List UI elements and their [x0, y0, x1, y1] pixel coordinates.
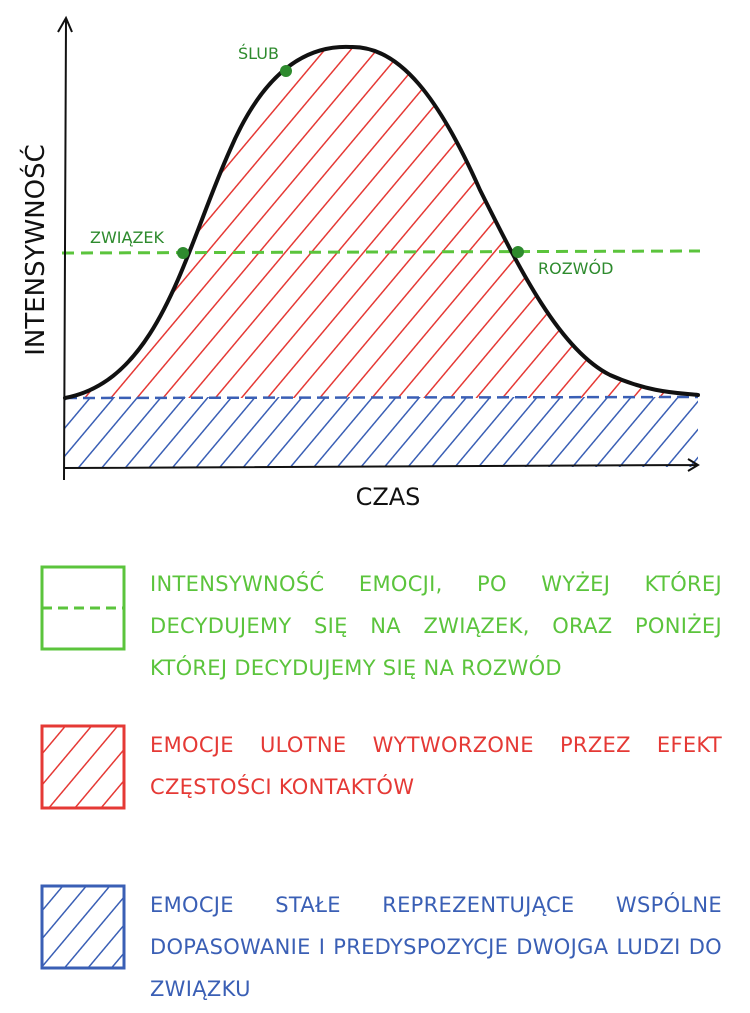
relationship-label: ZWIĄZEK [90, 228, 165, 247]
x-axis [63, 458, 700, 472]
permanent-swatch [40, 884, 126, 970]
y-axis [57, 15, 73, 481]
intensity-curve [63, 44, 700, 400]
wedding-point [280, 65, 292, 77]
x-axis-label: CZAS [356, 483, 421, 511]
y-axis-label: INTENSYWNOŚĆ [19, 144, 51, 356]
transient-emotions-area [65, 46, 698, 398]
divorce-point [512, 246, 524, 258]
threshold-description: INTENSYWNOŚĆ EMOCJI, PO WYŻEJ KTÓREJ DEC… [150, 572, 722, 680]
emotion-intensity-diagram: INTENSYWNOŚĆ CZAS ZWIĄZEK ŚLUB ROZWÓD [19, 15, 701, 511]
threshold-dashed-line [61, 249, 701, 255]
wedding-label: ŚLUB [238, 44, 279, 63]
permanent-emotions-area [65, 397, 698, 467]
threshold-swatch [40, 565, 126, 651]
relationship-point [177, 247, 189, 259]
divorce-label: ROZWÓD [538, 259, 613, 278]
permanent-description: EMOCJE STAŁE REPREZENTUJĄCE WSPÓLNE DOPA… [150, 893, 722, 1001]
permanent-emotions-top-line [64, 395, 699, 400]
transient-swatch [40, 724, 126, 810]
transient-description: EMOCJE ULOTNE WYTWORZONE PRZEZ EFEKT CZĘ… [150, 733, 722, 799]
